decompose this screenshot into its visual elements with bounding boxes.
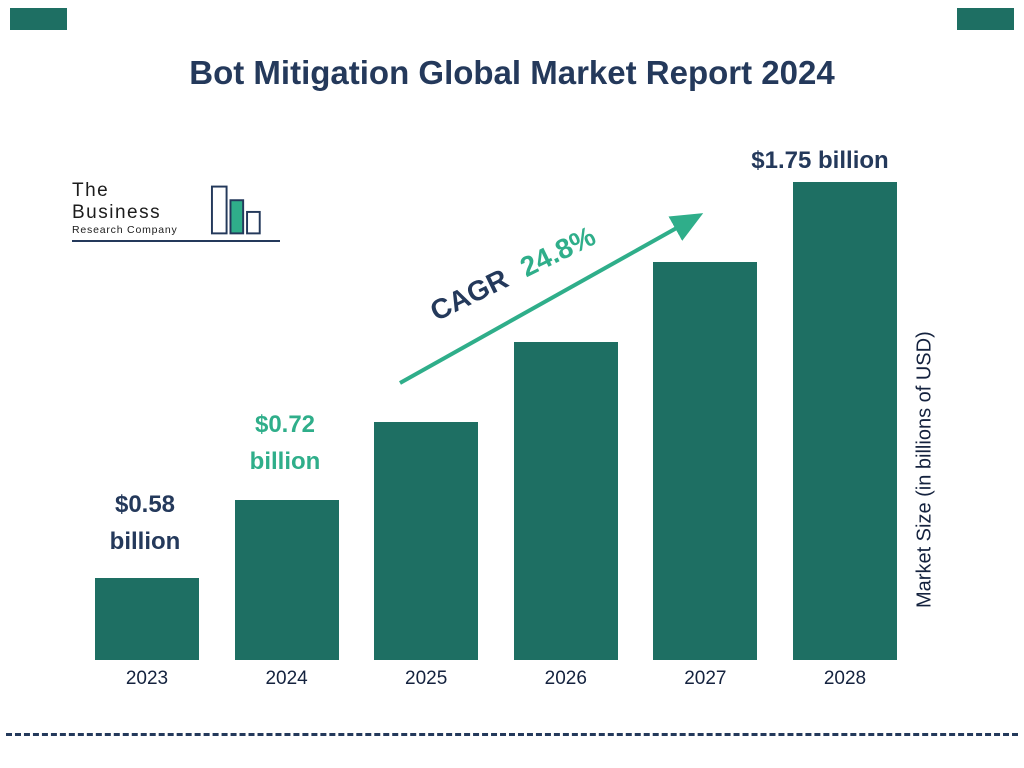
corner-decoration-right	[957, 8, 1014, 30]
y-axis-title: Market Size (in billions of USD)	[913, 331, 936, 609]
x-axis-label-2027: 2027	[684, 668, 727, 689]
x-axis-labels: 2023 2024 2025 2026 2027 2028	[95, 668, 897, 690]
value-label-2024-unit: billion	[249, 448, 321, 476]
company-logo: The Business Research Company	[72, 176, 280, 242]
page-title: Bot Mitigation Global Market Report 2024	[189, 54, 835, 91]
bar-chart-logo-icon	[210, 185, 261, 235]
x-axis-label-2026: 2026	[544, 668, 587, 689]
logo-name: The Business	[72, 180, 162, 223]
value-label-2028: $1.75 billion	[751, 147, 889, 174]
value-label-2023-amount: $0.58	[114, 491, 176, 518]
bar-2025	[374, 422, 479, 660]
bar-column-2024	[234, 500, 339, 660]
bar-2028	[792, 182, 897, 660]
value-label-2023: $0.58 billion	[85, 486, 205, 560]
bottom-dashed-divider	[6, 733, 1018, 736]
bar-2023	[95, 578, 199, 660]
bar-column-2023	[95, 578, 199, 660]
bar-2024	[234, 500, 339, 660]
logo-subname: Research Company	[72, 224, 178, 236]
x-axis-label-2028: 2028	[823, 668, 867, 689]
bar-column-2025	[374, 422, 479, 660]
bar-column-2026	[513, 342, 618, 660]
company-logo-text: The Business Research Company	[72, 180, 202, 240]
x-axis-label-2024: 2024	[265, 668, 308, 689]
x-axis-label-2023: 2023	[125, 668, 169, 689]
corner-decoration-left	[10, 8, 67, 30]
value-label-2024: $0.72 billion	[225, 406, 345, 480]
value-label-2024-amount: $0.72	[254, 411, 316, 438]
bar-series	[95, 150, 897, 660]
bar-2027	[653, 262, 758, 660]
value-label-2023-unit: billion	[109, 528, 181, 556]
x-axis-label-2025: 2025	[405, 668, 448, 689]
bar-2026	[513, 342, 618, 660]
bar-column-2027	[653, 262, 758, 660]
bar-column-2028	[792, 182, 897, 660]
